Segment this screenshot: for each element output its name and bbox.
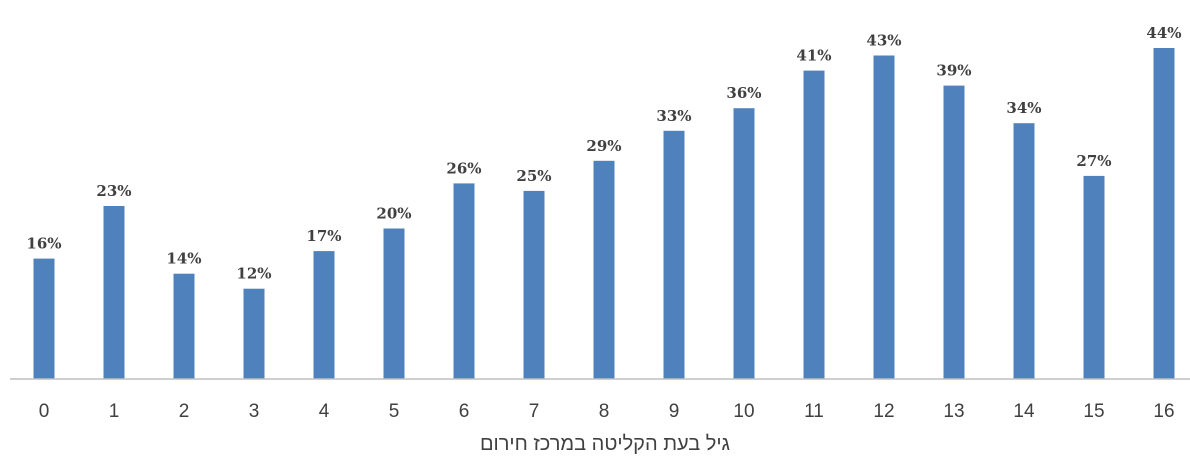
data-label-2: 14%	[166, 250, 201, 268]
data-label-3: 12%	[236, 265, 271, 283]
data-label-8: 29%	[586, 137, 621, 155]
data-label-0: 16%	[26, 235, 61, 253]
data-label-9: 33%	[656, 107, 691, 125]
x-tick-label-16: 16	[1153, 401, 1174, 422]
bar-13	[943, 85, 965, 379]
x-tick-label-5: 5	[389, 401, 400, 422]
bar-6	[453, 183, 475, 379]
x-tick-label-11: 11	[804, 401, 824, 422]
bar-14	[1013, 123, 1035, 379]
x-tick-label-10: 10	[733, 401, 754, 422]
data-label-7: 25%	[516, 167, 551, 185]
x-tick-label-15: 15	[1083, 401, 1104, 422]
x-tick-label-3: 3	[249, 401, 260, 422]
bar-1	[103, 206, 125, 379]
data-label-15: 27%	[1076, 152, 1111, 170]
x-tick-label-12: 12	[873, 401, 894, 422]
bar-15	[1083, 175, 1105, 379]
data-label-13: 39%	[936, 62, 971, 80]
bar-12	[873, 55, 895, 379]
data-label-6: 26%	[446, 159, 481, 177]
x-tick-label-14: 14	[1013, 401, 1035, 422]
x-tick-label-1: 1	[109, 401, 120, 422]
data-label-4: 17%	[306, 227, 341, 245]
x-tick-label-8: 8	[599, 401, 610, 422]
bar-7	[523, 190, 545, 379]
data-label-5: 20%	[376, 205, 411, 223]
x-tick-label-6: 6	[459, 401, 470, 422]
data-label-16: 44%	[1146, 24, 1181, 42]
x-tick-label-13: 13	[943, 401, 964, 422]
x-tick-label-7: 7	[529, 401, 540, 422]
bar-2	[173, 273, 195, 379]
data-label-1: 23%	[96, 182, 131, 200]
bar-0	[33, 258, 55, 379]
bar-10	[733, 108, 755, 379]
bar-9	[663, 130, 685, 380]
data-label-10: 36%	[726, 84, 761, 102]
x-axis-title: גיל בעת הקליטה במרכז חירום	[480, 433, 730, 455]
data-label-12: 43%	[866, 32, 901, 50]
data-label-11: 41%	[796, 47, 831, 65]
bars-group	[33, 48, 1175, 380]
bar-3	[243, 288, 265, 379]
bar-4	[313, 251, 335, 379]
data-labels-group: 16% 23% 14% 12% 17% 20% 26% 25% 29% 33% 36% 41% 43% 3…	[26, 24, 1181, 283]
x-tick-label-9: 9	[669, 401, 680, 422]
x-tick-label-2: 2	[179, 401, 190, 422]
data-label-14: 34%	[1006, 99, 1041, 117]
bar-16	[1153, 48, 1175, 379]
x-tick-label-0: 0	[39, 401, 50, 422]
bar-11	[803, 70, 825, 379]
bar-5	[383, 228, 405, 379]
x-tick-label-4: 4	[319, 401, 330, 422]
x-tick-labels-group: 0 1 2 3 4 5 6 7 8 9 10 11 12 13 14 15 16	[39, 401, 1175, 422]
bar-8	[593, 160, 615, 379]
